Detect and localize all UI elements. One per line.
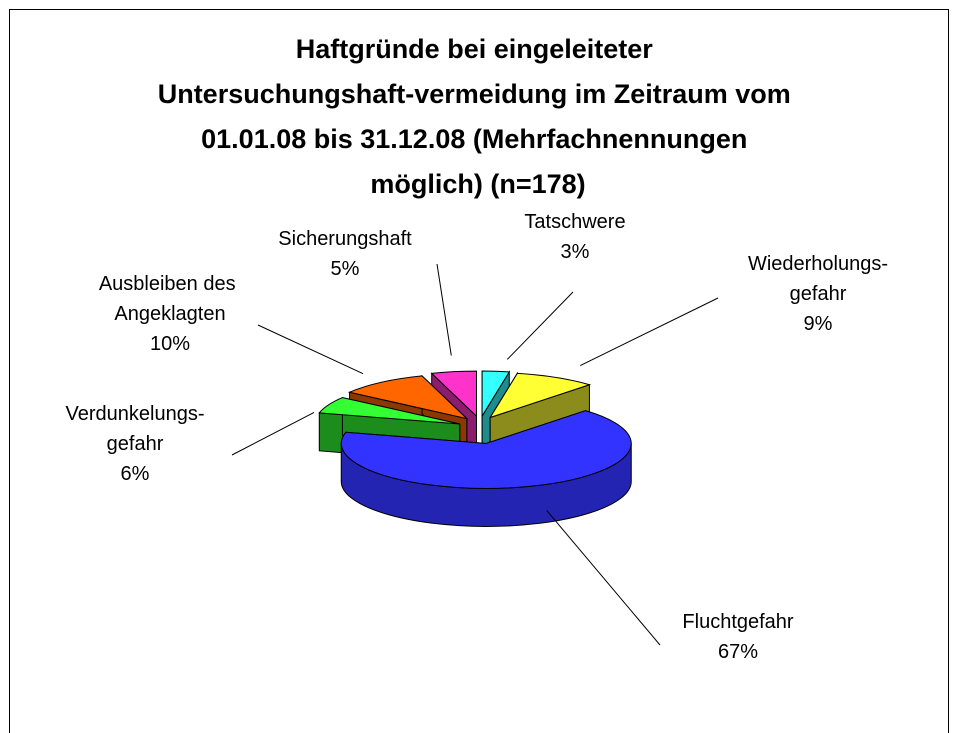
leader-line [580, 297, 719, 366]
leader-line [546, 510, 661, 646]
leader-line [506, 291, 574, 360]
value-label: 9% [804, 313, 833, 335]
slice-label: Verdunkelungs-gefahr [66, 403, 205, 455]
leader-line [231, 411, 315, 456]
slice-label: Wiederholungs-gefahr [748, 253, 888, 305]
slice [481, 370, 511, 418]
slice-label: Fluchtgefahr [682, 611, 794, 633]
leader-line [436, 263, 452, 356]
slice-label: Ausbleiben des Angeklagten [99, 273, 241, 325]
slice [340, 410, 632, 489]
slice [489, 372, 592, 419]
chart-frame [9, 9, 949, 733]
slice-label: Sicherungshaft [278, 228, 412, 250]
value-label: 10% [150, 333, 190, 355]
chart-title: Haftgründe bei eingeleiteter Untersuchun… [158, 34, 799, 199]
slice [430, 370, 477, 418]
slice-label: Tatschwere [524, 211, 625, 233]
value-label: 3% [561, 241, 590, 263]
slice [318, 397, 460, 425]
leader-line [257, 324, 364, 375]
value-label: 6% [121, 463, 150, 485]
value-label: 67% [718, 641, 758, 663]
slice [347, 375, 469, 420]
value-label: 5% [331, 258, 360, 280]
